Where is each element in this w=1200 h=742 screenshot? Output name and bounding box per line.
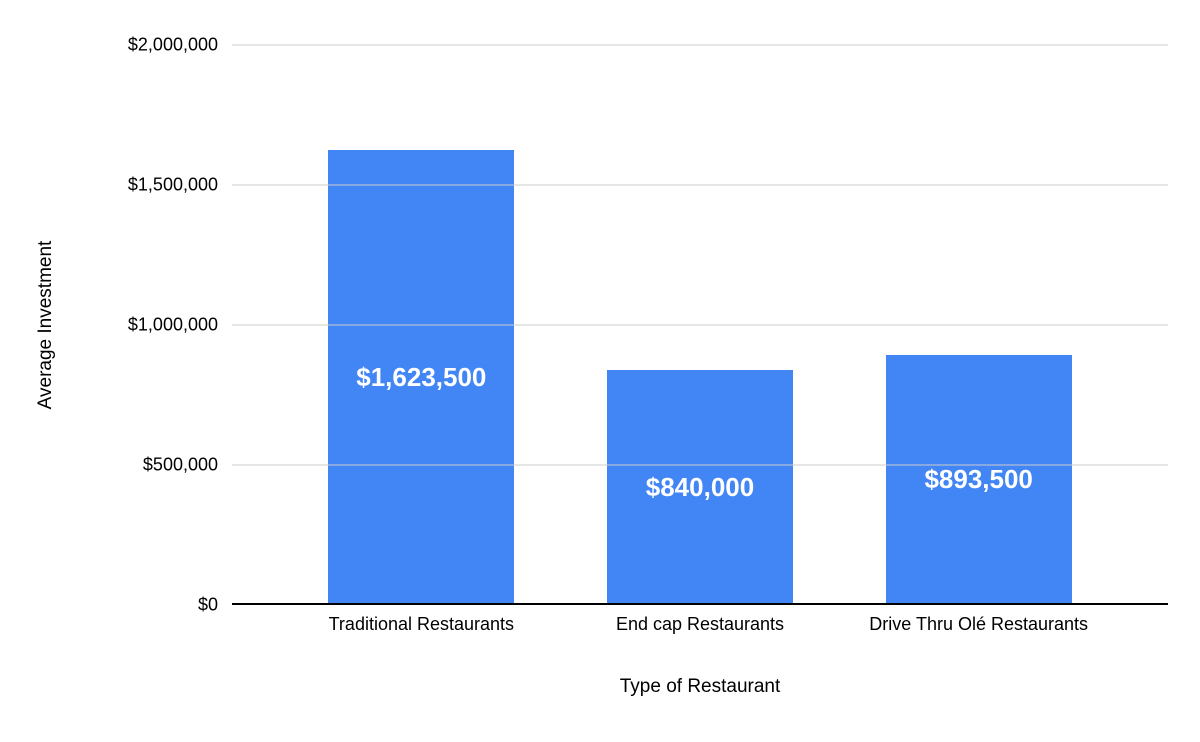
bar-band: $840,000 — [561, 45, 840, 605]
x-tick-label: End cap Restaurants — [615, 614, 785, 634]
x-tick-label: Drive Thru Olé Restaurants — [869, 614, 1089, 634]
bars-row: $1,623,500 $840,000 $893,500 — [232, 45, 1168, 605]
x-axis-tick-labels: Traditional Restaurants End cap Restauran… — [232, 614, 1168, 635]
y-tick-label: $1,500,000 — [127, 174, 218, 195]
y-tick-label: $500,000 — [142, 454, 218, 475]
bar-2: $893,500 — [885, 354, 1072, 605]
x-axis-line — [232, 603, 1168, 605]
gridline — [232, 184, 1168, 186]
bar-0: $1,623,500 — [328, 150, 515, 605]
gridline — [232, 44, 1168, 46]
x-tick-label: Traditional Restaurants — [328, 614, 515, 634]
bar-band: $1,623,500 — [282, 45, 561, 605]
y-tick-label: $2,000,000 — [127, 34, 218, 55]
x-axis-title: Type of Restaurant — [619, 676, 781, 697]
bar-data-label: $840,000 — [645, 471, 755, 502]
bar-1: $840,000 — [607, 369, 793, 605]
gridline — [232, 464, 1168, 466]
y-tick-label: $0 — [197, 594, 218, 615]
bar-data-label: $1,623,500 — [356, 362, 487, 393]
y-tick-label: $1,000,000 — [127, 314, 218, 335]
bar-band: $893,500 — [839, 45, 1118, 605]
plot-area: $1,623,500 $840,000 $893,500 — [232, 44, 1168, 605]
bar-data-label: $893,500 — [924, 464, 1033, 495]
y-axis-tick-labels: $0 $500,000 $1,000,000 $1,500,000 $2,000,000 — [0, 35, 218, 615]
gridline — [232, 324, 1168, 326]
